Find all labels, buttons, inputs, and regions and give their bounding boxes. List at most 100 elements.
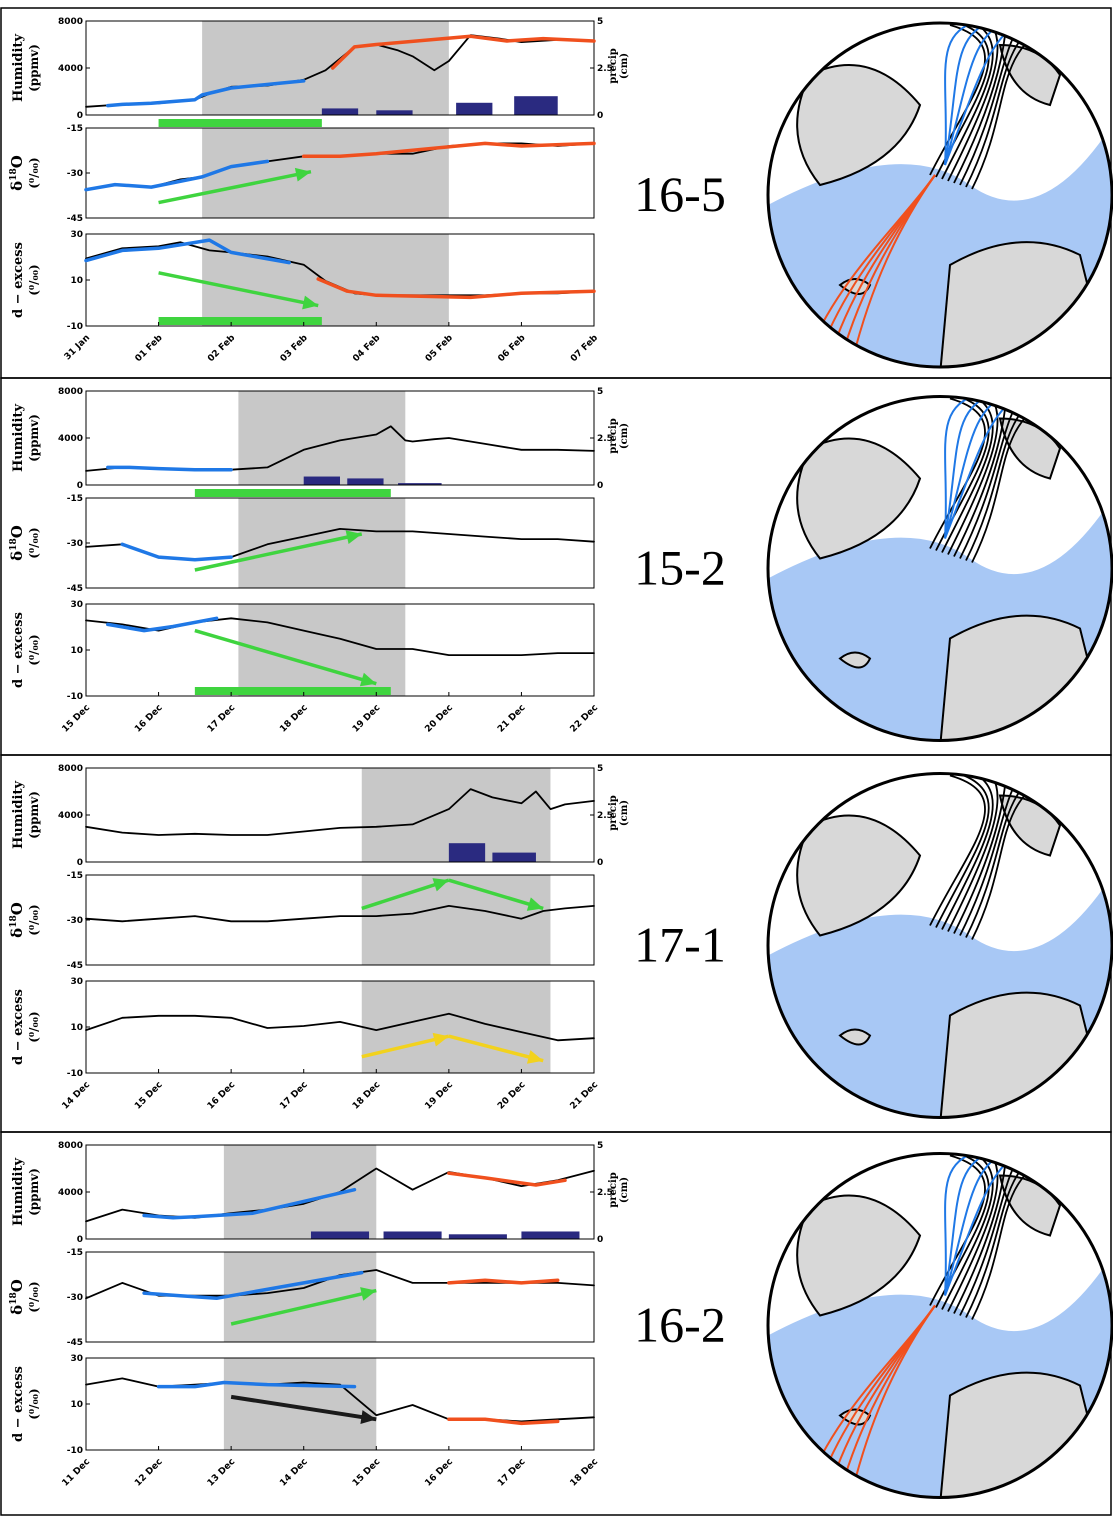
trajectory-line xyxy=(947,398,999,555)
precip-bar xyxy=(310,1231,370,1239)
dexcess-panel: 30 10 -10 d − excess (⁰/₀₀) xyxy=(11,600,595,702)
y-unit-label: (⁰/₀₀) xyxy=(27,1388,41,1420)
d18o-panel: -15 -30 -45 δ18O (⁰/₀₀) xyxy=(8,489,595,594)
event-shading xyxy=(202,128,449,218)
x-tick-label: 15 Dec xyxy=(351,1457,383,1489)
delta-symbol: δ xyxy=(8,181,26,191)
y-tick-label: 8000 xyxy=(58,387,83,397)
series-line-blue xyxy=(106,616,219,633)
x-tick-label: 13 Dec xyxy=(206,1457,238,1489)
trajectory-line xyxy=(947,1155,999,1312)
right-tick-label: 5 xyxy=(597,17,603,27)
y-tick-label: -15 xyxy=(67,124,83,134)
series-line-blue xyxy=(106,79,306,108)
event-shading xyxy=(238,391,406,485)
trajectory-map xyxy=(766,21,1113,369)
x-tick-label: 16 Dec xyxy=(423,1457,455,1489)
precip-bar xyxy=(303,476,340,485)
trajectory-map xyxy=(766,1152,1113,1499)
trend-arrow xyxy=(448,878,544,911)
iceland-landmass xyxy=(838,1028,872,1046)
precip-bar xyxy=(514,96,558,115)
y-tick-label: 0 xyxy=(77,111,83,121)
y-tick-label: -45 xyxy=(67,584,83,594)
right-tick-label: 0 xyxy=(597,858,603,868)
humidity-panel: 8000 4000 0 5 2.5 0 precip (cm) Humidity (ppmv) xyxy=(11,387,630,491)
y-tick-label: -30 xyxy=(67,916,83,926)
right-tick-label: 5 xyxy=(597,1141,603,1151)
x-tick-label: 16 Dec xyxy=(206,1080,238,1112)
y-tick-label: 8000 xyxy=(58,764,83,774)
y-tick-label: -10 xyxy=(67,692,83,702)
humidity-panel: 8000 4000 0 5 2.5 0 precip (cm) Humidity (ppmv) xyxy=(11,764,630,868)
y-tick-label: 8000 xyxy=(58,17,83,27)
series-line-blue xyxy=(156,1380,357,1389)
greenland-landmass xyxy=(796,64,922,187)
y-unit-label: (⁰/₀₀) xyxy=(27,1281,41,1313)
delta-symbol: δ xyxy=(8,551,26,561)
y-tick-label: -10 xyxy=(67,322,83,332)
y-tick-label: 30 xyxy=(70,977,83,987)
map-contents xyxy=(768,773,1112,1118)
y-unit-label: (⁰/₀₀) xyxy=(27,264,41,296)
trend-arrow-head xyxy=(345,530,362,545)
dexcess-axis-label: d − excess xyxy=(11,989,26,1065)
x-tick-label: 18 Dec xyxy=(278,703,310,735)
x-tick-label: 16 Dec xyxy=(133,703,165,735)
event-shading xyxy=(202,21,449,115)
delta-symbol: δ xyxy=(8,1305,26,1315)
oxygen-symbol: O xyxy=(8,525,26,538)
x-tick-label: 22 Dec xyxy=(569,703,601,735)
x-tick-label: 03 Feb xyxy=(279,333,310,364)
x-tick-label: 12 Dec xyxy=(133,1457,165,1489)
y-unit-label: (ppmv) xyxy=(27,44,41,92)
precip-axis-label: precip xyxy=(608,1172,619,1208)
y-unit-label: (⁰/₀₀) xyxy=(27,157,41,189)
panel-label: 16-2 xyxy=(634,1297,726,1353)
greenland-landmass xyxy=(796,814,922,937)
right-tick-label: 2.5 xyxy=(597,811,613,821)
trend-arrow xyxy=(158,271,319,308)
oxygen-symbol: O xyxy=(8,902,26,915)
trend-arrow xyxy=(448,1034,544,1063)
right-tick-label: 2.5 xyxy=(597,64,613,74)
x-tick-label: 17 Dec xyxy=(206,703,238,735)
x-tick-label: 14 Dec xyxy=(278,1457,310,1489)
series-line-red xyxy=(447,1417,560,1426)
precip-bar xyxy=(521,1231,580,1239)
dexcess-axis-label: d − excess xyxy=(11,1366,26,1442)
y-tick-label: -10 xyxy=(67,1446,83,1456)
d18o-axis-label: δ18O xyxy=(8,902,26,938)
x-tick-label: 21 Dec xyxy=(496,703,528,735)
trend-arrow xyxy=(158,169,312,205)
event-duration-bar xyxy=(194,687,391,695)
event-shading xyxy=(223,1145,377,1239)
series-line-red xyxy=(330,34,596,70)
series-line-blue xyxy=(142,1270,364,1301)
y-tick-label: -45 xyxy=(67,961,83,971)
d18o-axis-label: δ18O xyxy=(8,1279,26,1315)
isotope-mass-superscript: 18 xyxy=(9,915,19,928)
trend-arrow-head xyxy=(294,167,311,182)
dexcess-panel: 30 10 -10 d − excess (⁰/₀₀) xyxy=(11,1354,595,1456)
right-tick-label: 5 xyxy=(597,764,603,774)
humidity-panel: 8000 4000 0 5 2.5 0 precip (cm) Humidity (ppmv) xyxy=(11,17,630,121)
series-line-all xyxy=(85,1012,595,1042)
x-tick-label: 06 Feb xyxy=(496,333,527,364)
greenland-landmass xyxy=(796,1194,922,1317)
precip-bar xyxy=(383,1231,442,1239)
map-outline xyxy=(766,1152,1113,1499)
right-tick-label: 2.5 xyxy=(597,434,613,444)
isotope-mass-superscript: 18 xyxy=(9,168,19,181)
y-tick-label: 0 xyxy=(77,858,83,868)
humidity-axis-label: Humidity xyxy=(11,781,26,849)
event-shading xyxy=(361,875,551,965)
precip-bar xyxy=(456,102,493,115)
trend-arrow-head xyxy=(432,1032,449,1047)
humidity-axis-label: Humidity xyxy=(11,34,26,102)
trend-arrow-head xyxy=(359,672,377,687)
trajectory-line xyxy=(935,774,990,928)
precip-unit-label: (cm) xyxy=(619,53,630,79)
y-tick-label: 30 xyxy=(70,600,83,610)
